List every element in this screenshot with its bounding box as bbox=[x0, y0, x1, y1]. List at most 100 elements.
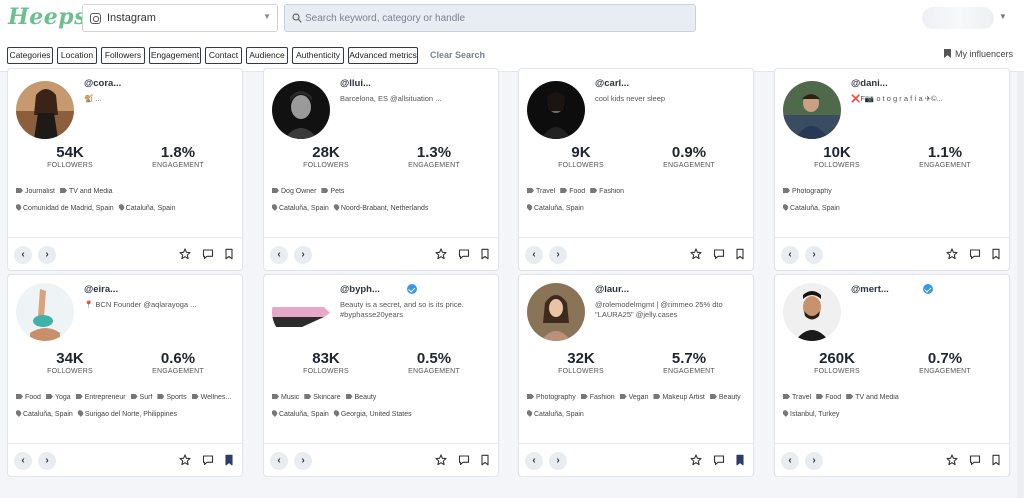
prev-button[interactable]: ‹ bbox=[781, 246, 799, 264]
category-tag: Makeup Artist bbox=[653, 394, 705, 401]
prev-button[interactable]: ‹ bbox=[270, 452, 288, 470]
prev-button[interactable]: ‹ bbox=[781, 452, 799, 470]
filter-contact[interactable]: Contact bbox=[205, 47, 242, 64]
category-list: Music Skincare Beauty bbox=[272, 394, 494, 401]
influencer-bio: Beauty is a secret, and so is its price.… bbox=[340, 300, 464, 319]
favorite-star-icon[interactable] bbox=[946, 248, 958, 260]
account-chevron-icon[interactable]: ▼ bbox=[999, 12, 1007, 21]
category-tag: Music bbox=[272, 394, 299, 401]
next-button[interactable]: › bbox=[805, 246, 823, 264]
prev-button[interactable]: ‹ bbox=[525, 452, 543, 470]
influencer-card[interactable]: @carl... cool kids never sleep 9K FOLLOWERS… bbox=[518, 68, 754, 271]
prev-button[interactable]: ‹ bbox=[14, 246, 32, 264]
filter-engagement[interactable]: Engagement bbox=[149, 47, 201, 64]
engagement-label: ENGAGEMENT bbox=[919, 162, 971, 169]
save-bookmark-icon[interactable] bbox=[990, 248, 1002, 260]
influencer-card[interactable]: @dani... ❌F📷 o t o g r a f í a ✈©... 10K FO… bbox=[774, 68, 1010, 271]
tag-icon bbox=[580, 394, 588, 399]
search-box[interactable] bbox=[284, 4, 696, 32]
favorite-star-icon[interactable] bbox=[690, 454, 702, 466]
save-bookmark-icon[interactable] bbox=[479, 248, 491, 260]
influencer-handle[interactable]: @dani... bbox=[851, 78, 888, 89]
filter-advanced-metrics[interactable]: Advanced metrics bbox=[348, 47, 418, 64]
category-tag: Travel bbox=[783, 394, 811, 401]
message-icon[interactable] bbox=[458, 248, 470, 260]
scrollbar[interactable] bbox=[1017, 72, 1024, 498]
next-button[interactable]: › bbox=[38, 246, 56, 264]
message-icon[interactable] bbox=[713, 248, 725, 260]
favorite-star-icon[interactable] bbox=[690, 248, 702, 260]
message-icon[interactable] bbox=[969, 454, 981, 466]
avatar[interactable] bbox=[16, 81, 74, 139]
prev-button[interactable]: ‹ bbox=[14, 452, 32, 470]
favorite-star-icon[interactable] bbox=[435, 248, 447, 260]
influencer-handle[interactable]: @byph... bbox=[340, 284, 380, 295]
favorite-star-icon[interactable] bbox=[946, 454, 958, 466]
filter-location[interactable]: Location bbox=[57, 47, 97, 64]
influencer-handle[interactable]: @cora... bbox=[84, 78, 122, 89]
my-influencers-link[interactable]: My influencers bbox=[944, 49, 1013, 59]
message-icon[interactable] bbox=[458, 454, 470, 466]
save-bookmark-icon[interactable] bbox=[223, 248, 235, 260]
filter-categories[interactable]: Categories bbox=[7, 47, 53, 64]
influencer-card[interactable]: @eira... 📍 BCN Founder @aqlarayoga ... 34K… bbox=[7, 274, 243, 477]
avatar[interactable] bbox=[272, 283, 330, 341]
influencer-card[interactable]: @cora... 🐒 ... 54K FOLLOWERS 1.8% ENGAGEMENT J… bbox=[7, 68, 243, 271]
next-button[interactable]: › bbox=[549, 246, 567, 264]
avatar[interactable] bbox=[272, 81, 330, 139]
account-menu[interactable] bbox=[922, 7, 994, 29]
favorite-star-icon[interactable] bbox=[179, 454, 191, 466]
avatar[interactable] bbox=[16, 283, 74, 341]
influencer-card[interactable]: @laur... @rolemodelmgmt | @rimmeo 25% dto… bbox=[518, 274, 754, 477]
influencer-card[interactable]: @byph... Beauty is a secret, and so is it… bbox=[263, 274, 499, 477]
influencer-handle[interactable]: @carl... bbox=[595, 78, 630, 89]
next-button[interactable]: › bbox=[805, 452, 823, 470]
category-tag: Photography bbox=[527, 394, 576, 401]
avatar[interactable] bbox=[783, 283, 841, 341]
instagram-icon bbox=[90, 13, 101, 24]
message-icon[interactable] bbox=[969, 248, 981, 260]
avatar[interactable] bbox=[783, 81, 841, 139]
tag-icon bbox=[653, 394, 661, 399]
prev-button[interactable]: ‹ bbox=[270, 246, 288, 264]
avatar[interactable] bbox=[527, 81, 585, 139]
save-bookmark-icon[interactable] bbox=[990, 454, 1002, 466]
location-pin-icon bbox=[332, 204, 341, 211]
message-icon[interactable] bbox=[713, 454, 725, 466]
engagement-rate: 0.5% bbox=[416, 350, 452, 367]
influencer-handle[interactable]: @mert... bbox=[851, 284, 889, 295]
save-bookmark-icon[interactable] bbox=[223, 454, 235, 466]
clear-search-link[interactable]: Clear Search bbox=[430, 50, 486, 60]
filter-authenticity[interactable]: Authenticity bbox=[292, 47, 344, 64]
platform-select[interactable]: Instagram ▼ bbox=[82, 4, 278, 32]
influencer-card[interactable]: @llui... Barcelona, ES @allsituation ... 2… bbox=[263, 68, 499, 271]
avatar[interactable] bbox=[527, 283, 585, 341]
save-bookmark-icon[interactable] bbox=[734, 454, 746, 466]
category-tag: Dog Owner bbox=[272, 188, 316, 195]
engagement-rate: 1.1% bbox=[927, 144, 963, 161]
influencer-card[interactable]: @mert... 260K FOLLOWERS 0.7% ENGAGEMENT Trave… bbox=[774, 274, 1010, 477]
message-icon[interactable] bbox=[202, 248, 214, 260]
tag-icon bbox=[16, 188, 23, 193]
next-button[interactable]: › bbox=[38, 452, 56, 470]
message-icon[interactable] bbox=[202, 454, 214, 466]
influencer-handle[interactable]: @llui... bbox=[340, 78, 371, 89]
prev-button[interactable]: ‹ bbox=[525, 246, 543, 264]
favorite-star-icon[interactable] bbox=[179, 248, 191, 260]
filter-followers[interactable]: Followers bbox=[101, 47, 145, 64]
engagement-label: ENGAGEMENT bbox=[919, 368, 971, 375]
category-tag: Pets bbox=[321, 188, 344, 195]
influencer-handle[interactable]: @eira... bbox=[84, 284, 119, 295]
filter-audience[interactable]: Audience bbox=[246, 47, 288, 64]
category-tag: Beauty bbox=[709, 394, 741, 401]
location-list: Cataluña, Spain Surigao del Norte, Philip… bbox=[16, 410, 238, 418]
next-button[interactable]: › bbox=[549, 452, 567, 470]
favorite-star-icon[interactable] bbox=[435, 454, 447, 466]
search-input[interactable] bbox=[305, 8, 685, 28]
save-bookmark-icon[interactable] bbox=[734, 248, 746, 260]
next-button[interactable]: › bbox=[294, 452, 312, 470]
save-bookmark-icon[interactable] bbox=[479, 454, 491, 466]
influencer-handle[interactable]: @laur... bbox=[595, 284, 630, 295]
next-button[interactable]: › bbox=[294, 246, 312, 264]
my-influencers-label: My influencers bbox=[955, 49, 1014, 59]
